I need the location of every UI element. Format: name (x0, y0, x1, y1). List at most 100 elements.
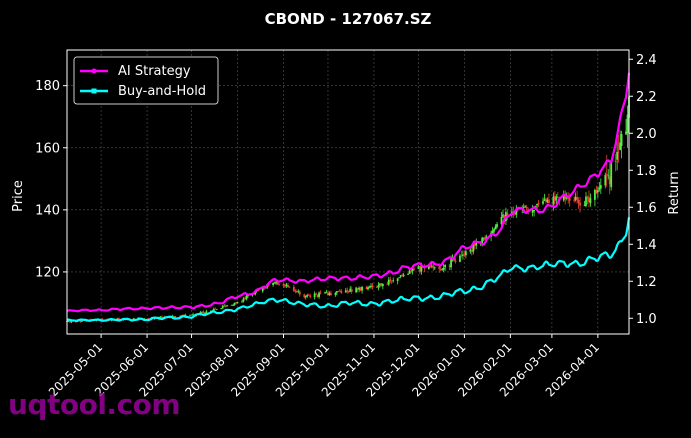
candle-body (284, 285, 286, 287)
candle-body (297, 291, 300, 293)
candle-body (233, 302, 236, 305)
candle-body (272, 282, 275, 286)
candle-body (515, 209, 518, 215)
candle-body (407, 274, 409, 275)
candle-body (116, 318, 119, 320)
y-left-tick-label: 120 (35, 265, 60, 280)
y-axis-right: 1.0 1.2 1.4 1.6 1.8 2.0 2.2 2.4 (629, 53, 657, 327)
plot-area-frame (66, 49, 630, 335)
candle-body (190, 314, 193, 316)
candle-body (338, 290, 341, 292)
y-right-tick-label: 1.6 (636, 201, 657, 216)
candle-body (546, 200, 549, 203)
candle-body (224, 306, 227, 307)
chart-title: CBOND - 127067.SZ (265, 10, 432, 28)
candle-body (205, 311, 208, 314)
candle-body (285, 284, 288, 286)
candle-body (419, 265, 421, 272)
candle-body (324, 292, 326, 294)
candle-body (589, 198, 592, 204)
candle-body (241, 301, 243, 303)
candle-body (212, 308, 215, 311)
candle-body (525, 206, 528, 209)
candle-body (453, 258, 455, 261)
candle-body (242, 298, 245, 302)
candle-body (387, 279, 390, 285)
candle-body (313, 293, 316, 298)
candle-body (429, 265, 432, 267)
legend: AI Strategy Buy-and-Hold (73, 56, 219, 105)
candle-body (309, 295, 312, 297)
candle-body (598, 187, 601, 190)
candle-body (214, 308, 217, 310)
candle-body (361, 286, 363, 291)
candle-body (506, 212, 509, 215)
candle-body (282, 284, 285, 286)
candle-body (349, 288, 352, 292)
candle-body (619, 142, 622, 150)
candle-body (553, 196, 556, 202)
candle-body (576, 197, 579, 200)
candle-body (346, 290, 349, 292)
candle-body (359, 287, 362, 291)
candle-body (585, 196, 587, 206)
y-right-tick-label: 2.4 (636, 53, 657, 68)
candle-body (625, 131, 627, 135)
candle-body (433, 267, 436, 269)
candle-body (595, 190, 598, 194)
candle-body (548, 199, 550, 204)
candle-body (616, 151, 619, 160)
candle-body (533, 209, 535, 212)
candle-body (583, 205, 586, 206)
candle-body (432, 265, 435, 268)
candle-body (161, 316, 163, 318)
candle-body (574, 196, 577, 201)
candle-body (545, 198, 547, 202)
candle-body (390, 280, 393, 282)
candle-body (215, 309, 218, 310)
candle-body (417, 266, 420, 270)
candle-body (588, 196, 590, 202)
candle-body (610, 162, 613, 188)
candle-body (319, 292, 322, 294)
candle-body (396, 278, 399, 282)
candle-body (568, 198, 571, 201)
y-left-tick-label: 140 (35, 203, 60, 218)
candle-body (79, 320, 82, 322)
candle-body (444, 264, 447, 268)
candle-body (378, 283, 381, 285)
candle-body (463, 254, 466, 256)
candle-body (132, 318, 135, 320)
candle-body (295, 291, 298, 292)
candle-body (307, 294, 310, 296)
candle-body (340, 290, 343, 293)
candle-body (287, 284, 289, 287)
candle-body (608, 176, 611, 185)
candle-body (522, 207, 525, 208)
y-right-tick-label: 1.4 (636, 238, 657, 253)
candle-body (494, 226, 497, 230)
candle-body (481, 237, 484, 244)
candle-body (386, 283, 389, 285)
candle-body (462, 254, 464, 256)
candle-body (316, 294, 319, 298)
candle-body (377, 285, 380, 288)
candle-body (439, 269, 442, 271)
candle-body (337, 290, 340, 292)
candle-body (303, 294, 306, 298)
candle-body (516, 209, 519, 211)
candle-body (402, 274, 405, 277)
candle-body (204, 312, 206, 314)
candle-body (410, 270, 412, 272)
candle-body (235, 302, 237, 304)
candle-body (202, 311, 205, 314)
candle-body (230, 305, 233, 306)
candle-body (232, 304, 234, 306)
y-right-tick-label: 1.0 (636, 312, 657, 327)
candle-body (579, 202, 581, 206)
candle-body (70, 321, 73, 323)
legend-label-ai-strategy: AI Strategy (118, 64, 191, 79)
series-line-buy-hold (66, 217, 631, 322)
candle-body (315, 293, 318, 295)
